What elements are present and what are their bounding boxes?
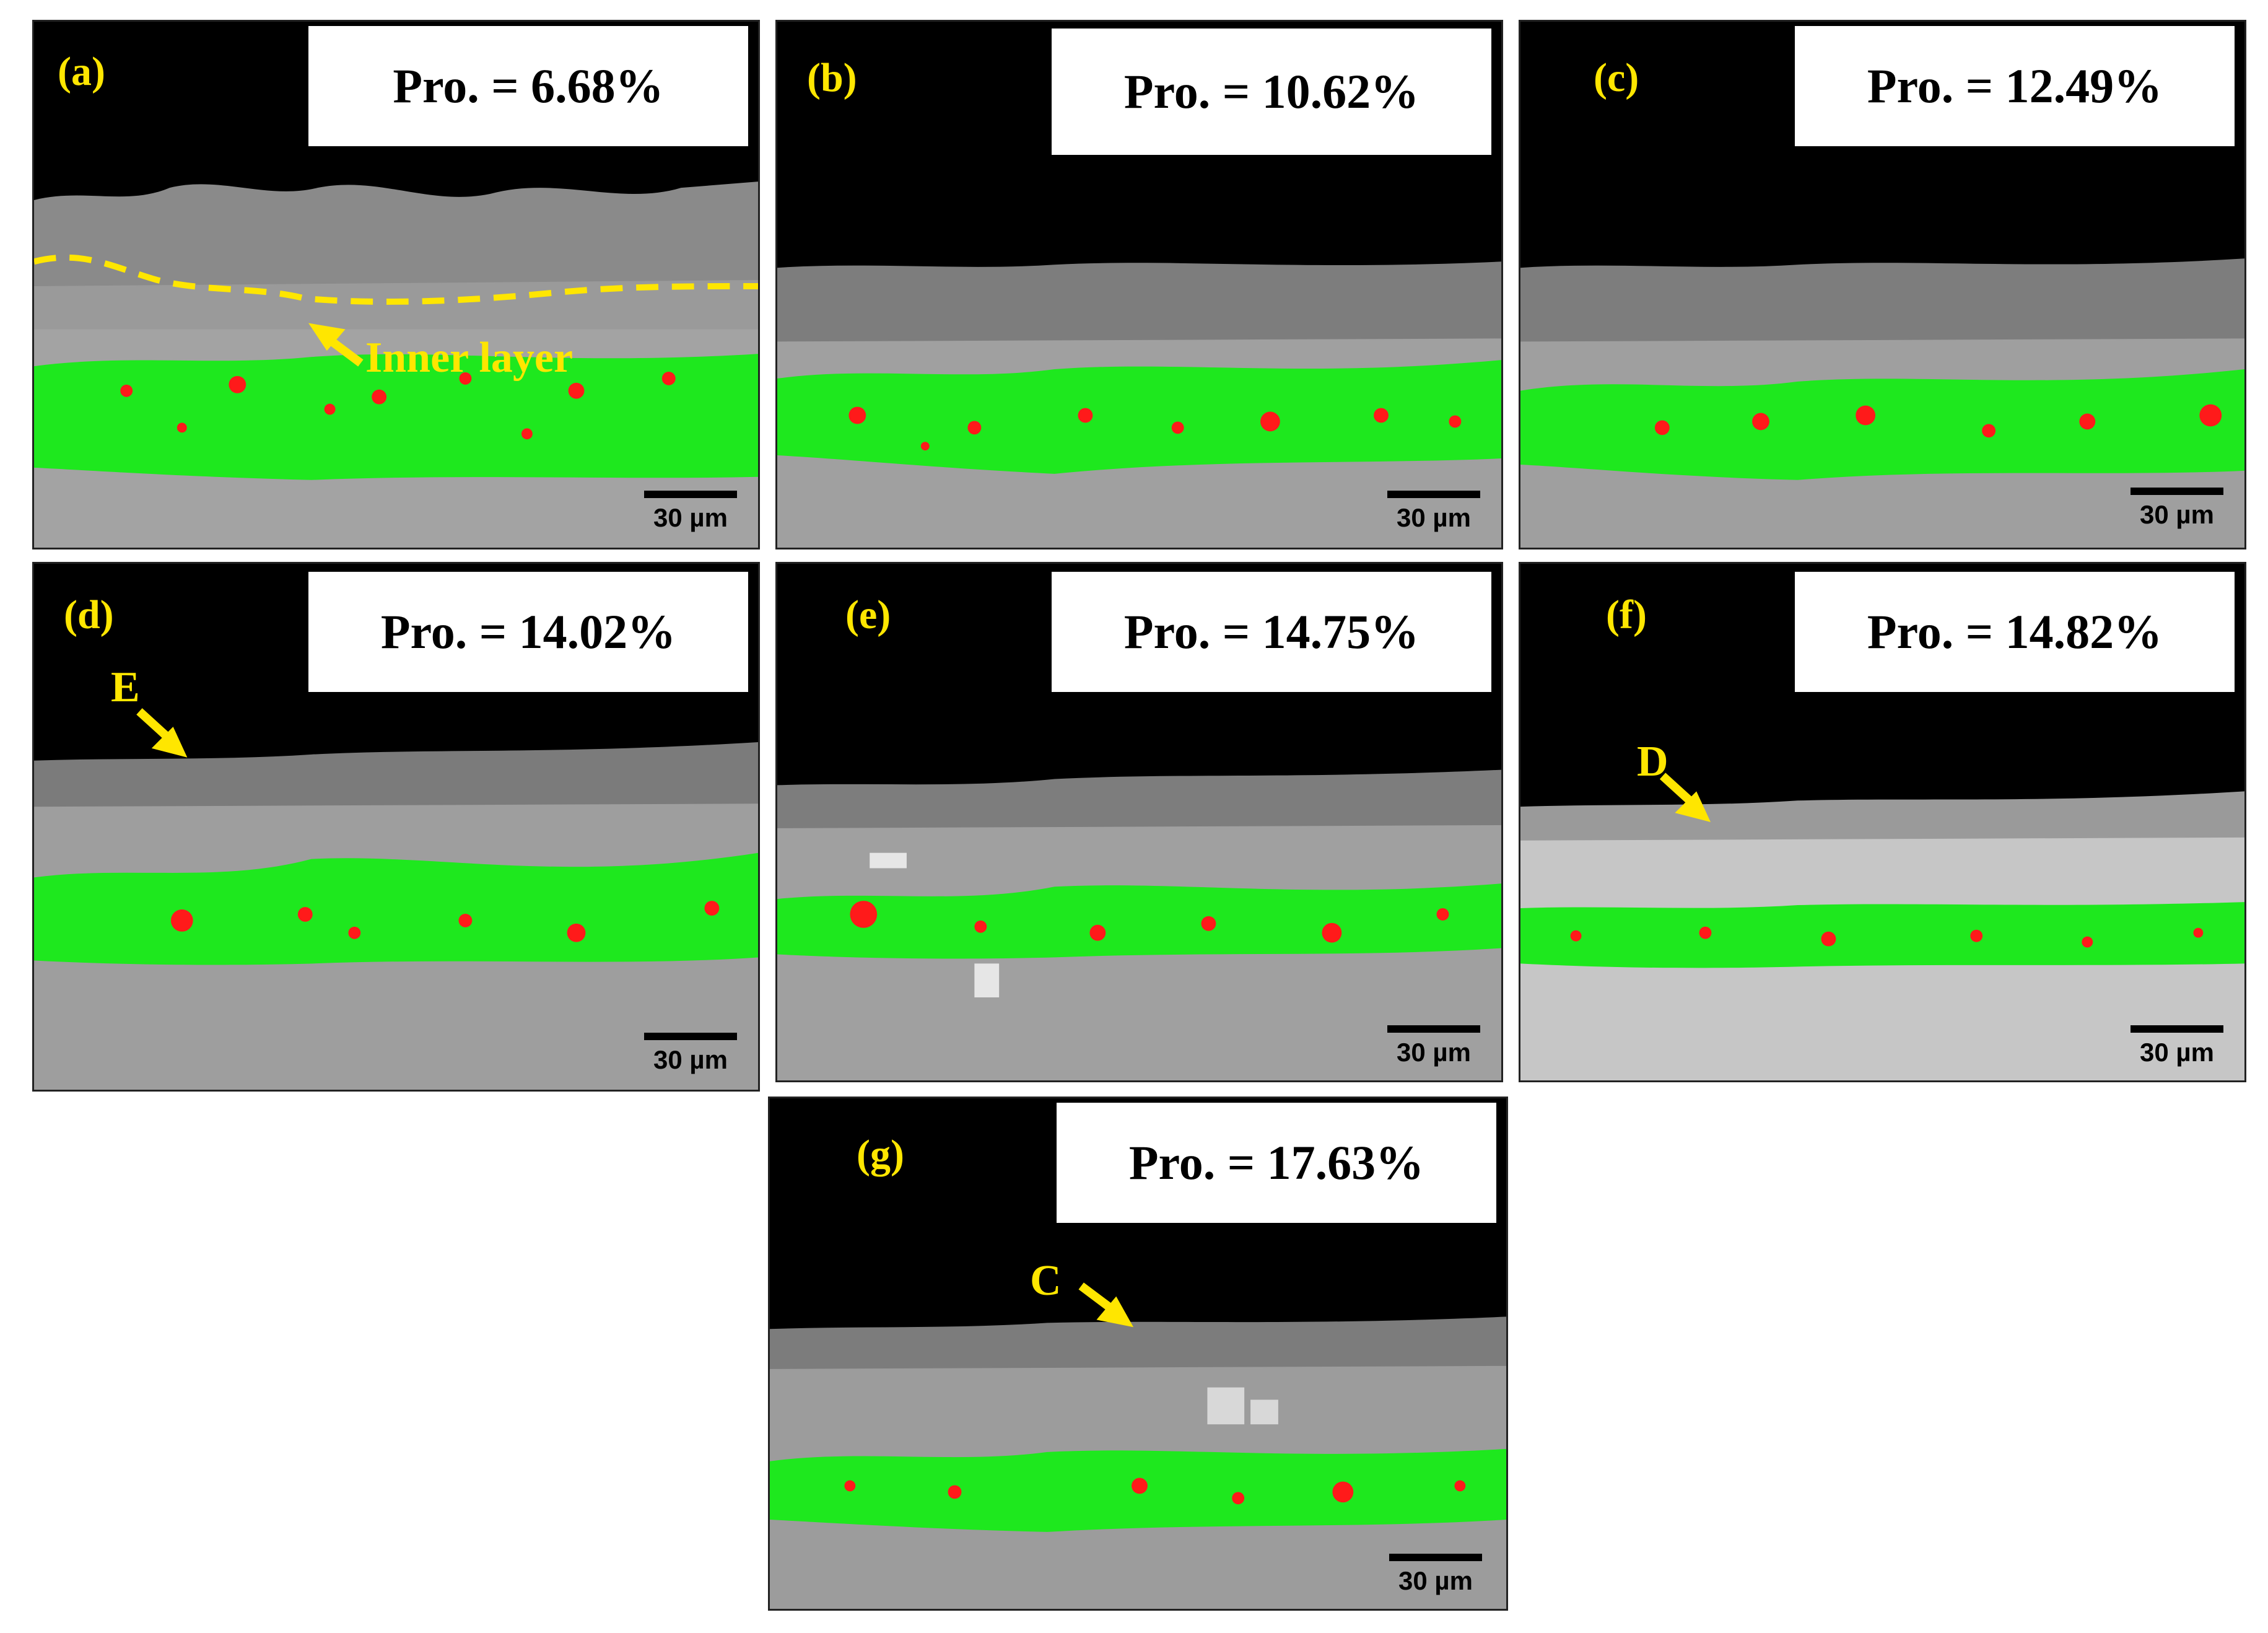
panel-label: (d): [64, 592, 114, 637]
porosity-label: Pro. = 14.82%: [1793, 570, 2236, 694]
panel-label: (g): [857, 1132, 904, 1177]
marker-d-label: D: [1637, 738, 1668, 786]
panel-d: (d) Pro. = 14.02% E 30 µm: [32, 562, 760, 1092]
panel-e: (e) Pro. = 14.75% 30 µm: [775, 562, 1503, 1082]
panel-f: (f) Pro. = 14.82% D 30 µm: [1519, 562, 2246, 1082]
panel-g: (g) Pro. = 17.63% C 30 µm: [768, 1097, 1508, 1611]
scale-bar: 30 µm: [1387, 1025, 1480, 1075]
scale-bar: 30 µm: [1387, 491, 1480, 540]
panel-label: (f): [1606, 592, 1647, 637]
scale-bar: 30 µm: [644, 491, 737, 540]
panel-c: (c) Pro. = 12.49% 30 µm: [1519, 20, 2246, 549]
marker-c-label: C: [1030, 1257, 1062, 1305]
marker-e-label: E: [111, 663, 140, 711]
panel-a: (a) Pro. = 6.68% Inner layer 30 µm: [32, 20, 760, 549]
porosity-label: Pro. = 14.75%: [1050, 570, 1493, 694]
porosity-label: Pro. = 10.62%: [1050, 27, 1493, 157]
porosity-label: Pro. = 6.68%: [307, 24, 750, 148]
porosity-label: Pro. = 17.63%: [1055, 1101, 1498, 1225]
panel-b: (b) Pro. = 10.62% 30 µm: [775, 20, 1503, 549]
scale-bar: 30 µm: [2131, 1025, 2223, 1075]
inner-layer-label: Inner layer: [365, 334, 574, 382]
panel-label: (e): [845, 592, 891, 637]
scale-bar: 30 µm: [2131, 488, 2223, 537]
panel-label: (a): [58, 49, 105, 94]
scale-bar: 30 µm: [644, 1033, 737, 1082]
micrograph-g: [770, 1098, 1506, 1609]
porosity-label: Pro. = 14.02%: [307, 570, 750, 694]
panel-label: (c): [1594, 55, 1639, 100]
panel-label: (b): [807, 55, 857, 100]
scale-bar: 30 µm: [1389, 1554, 1482, 1603]
porosity-label: Pro. = 12.49%: [1793, 24, 2236, 148]
